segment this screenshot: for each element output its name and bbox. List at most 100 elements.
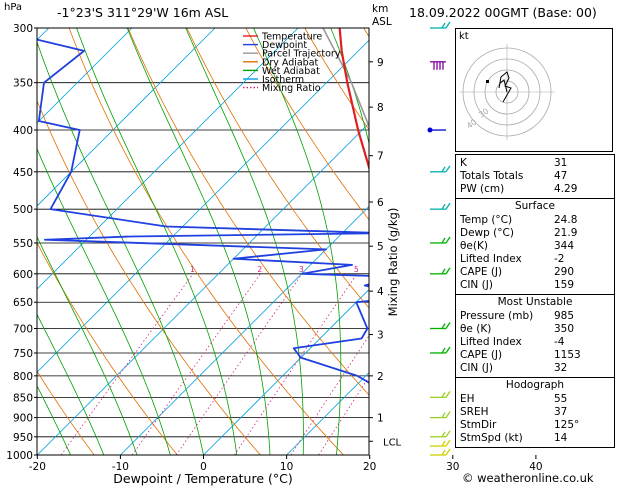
- hodograph-row: EH 55: [460, 393, 568, 405]
- wet-adiabat: [37, 384, 71, 455]
- hodograph-row: StmSpd (kt) 14: [460, 432, 568, 444]
- pressure-tick-label: 800: [13, 371, 33, 383]
- km-tick-label: 1: [377, 413, 384, 425]
- km-tick-label: 3: [377, 330, 384, 342]
- hodograph-row: StmDir 125°: [460, 419, 580, 431]
- pressure-tick-label: 1000: [6, 450, 33, 462]
- legend-entry: Isotherm: [262, 75, 304, 86]
- mixing-ratio-line: [318, 376, 369, 455]
- km-tick-label: 9: [377, 57, 384, 69]
- indices-panel: K 31 Totals Totals 47 PW (cm) 4.29 Surface …: [455, 154, 615, 448]
- isotherm: [203, 288, 369, 455]
- index-row: PW (cm) 4.29: [460, 183, 578, 195]
- isotherm: [37, 28, 216, 207]
- wet-adiabat: [403, 28, 437, 455]
- x-axis-label: Dewpoint / Temperature (°C): [113, 471, 292, 486]
- hodograph-section-title: Hodograph: [456, 377, 614, 392]
- hodograph-unit: kt: [459, 31, 469, 42]
- wind-barb: [430, 439, 451, 447]
- mixing-ratio-line: [131, 273, 261, 455]
- wet-adiabat: [126, 28, 271, 455]
- temperature-tick-label: 30: [446, 461, 459, 473]
- datetime-title: 18.09.2022 00GMT (Base: 00): [409, 5, 597, 20]
- legend-entry: Wet Adiabat: [262, 66, 320, 77]
- pressure-tick-label: 550: [13, 238, 33, 250]
- mixing-ratio-label: 5: [354, 265, 359, 274]
- wind-barb: [430, 202, 451, 210]
- temperature-tick-label: 40: [529, 461, 542, 473]
- surface-row: θe(K) 344: [460, 240, 575, 252]
- wet-adiabat: [76, 28, 238, 455]
- temperature-tick-label: 10: [280, 461, 293, 473]
- mixing-ratio-label: 10: [433, 265, 443, 274]
- mixing-ratio-line: [290, 335, 369, 455]
- dewpoint-line: [37, 36, 369, 384]
- legend-entry: Dry Adiabat: [262, 57, 319, 68]
- wind-barb: [430, 165, 451, 173]
- isotherm: [120, 205, 369, 455]
- surface-row: Lifted Index -2: [460, 253, 565, 265]
- legend-entry: Dewpoint: [262, 40, 307, 51]
- pressure-tick-label: 900: [13, 413, 33, 425]
- pressure-tick-label: 950: [13, 432, 33, 444]
- wind-barb: [430, 346, 451, 354]
- most-unstable-row: θe (K) 350: [460, 323, 575, 335]
- most-unstable-row: CIN (J) 32: [460, 362, 568, 374]
- surface-row: Temp (°C) 24.8: [460, 214, 578, 226]
- pressure-tick-label: 500: [13, 204, 33, 216]
- surface-section-title: Surface: [456, 198, 614, 213]
- legend-entry: Temperature: [261, 32, 322, 43]
- most-unstable-row: CAPE (J) 1153: [460, 349, 581, 361]
- wet-adiabat: [185, 28, 304, 455]
- wind-barb: [430, 236, 451, 244]
- wind-barb: [430, 322, 451, 330]
- km-tick-label: 4: [377, 286, 384, 298]
- wet-adiabat: [253, 28, 342, 455]
- km-tick-label: 5: [377, 241, 384, 253]
- wind-barb: [430, 21, 451, 29]
- wind-barb: [430, 61, 446, 70]
- dry-adiabat: [37, 370, 95, 455]
- wind-barb: [430, 267, 451, 275]
- mixing-ratio-line: [234, 273, 358, 455]
- index-row: Totals Totals 47: [460, 170, 568, 182]
- surface-row: Dewp (°C) 21.9: [460, 227, 578, 239]
- hodograph-row: SREH 37: [460, 406, 568, 418]
- km-unit-label: km: [372, 3, 389, 15]
- wet-adiabat: [37, 147, 171, 455]
- temperature-tick-label: -10: [112, 461, 129, 473]
- isotherm: [619, 28, 629, 455]
- surface-row: CAPE (J) 290: [460, 266, 575, 278]
- isotherm: [37, 39, 369, 373]
- pressure-tick-label: 400: [13, 125, 33, 137]
- pressure-unit-label: hPa: [4, 2, 23, 13]
- mixing-ratio-label: 3: [299, 265, 304, 274]
- storm-motion-marker: [486, 80, 489, 83]
- pressure-tick-label: 700: [13, 324, 33, 336]
- temperature-tick-label: 0: [200, 461, 207, 473]
- pressure-tick-label: 450: [13, 167, 33, 179]
- km-tick-label: 6: [377, 197, 384, 209]
- km-tick-label: 8: [377, 102, 384, 114]
- lcl-label: LCL: [383, 437, 402, 448]
- km-tick-label: 7: [377, 151, 384, 163]
- surface-row: CIN (J) 159: [460, 279, 575, 291]
- dry-adiabat: [68, 28, 344, 455]
- dry-adiabat: [37, 99, 261, 455]
- wet-adiabat: [37, 235, 138, 455]
- wet-adiabat: [37, 40, 204, 455]
- wind-barb: [430, 411, 451, 419]
- pressure-tick-label: 850: [13, 392, 33, 404]
- hodograph-trace: [498, 71, 512, 103]
- temperature-line: [338, 28, 369, 172]
- copyright-footer: © weatheronline.co.uk: [462, 471, 594, 485]
- pressure-tick-label: 600: [13, 269, 33, 281]
- legend-entry: Parcel Trajectory: [262, 49, 341, 60]
- wind-barb: [430, 430, 451, 438]
- most-unstable-row: Pressure (mb) 985: [460, 310, 575, 322]
- isotherm: [37, 28, 133, 124]
- pressure-tick-label: 750: [13, 348, 33, 360]
- km-tick-label: 2: [377, 371, 384, 383]
- pressure-tick-label: 300: [13, 23, 33, 35]
